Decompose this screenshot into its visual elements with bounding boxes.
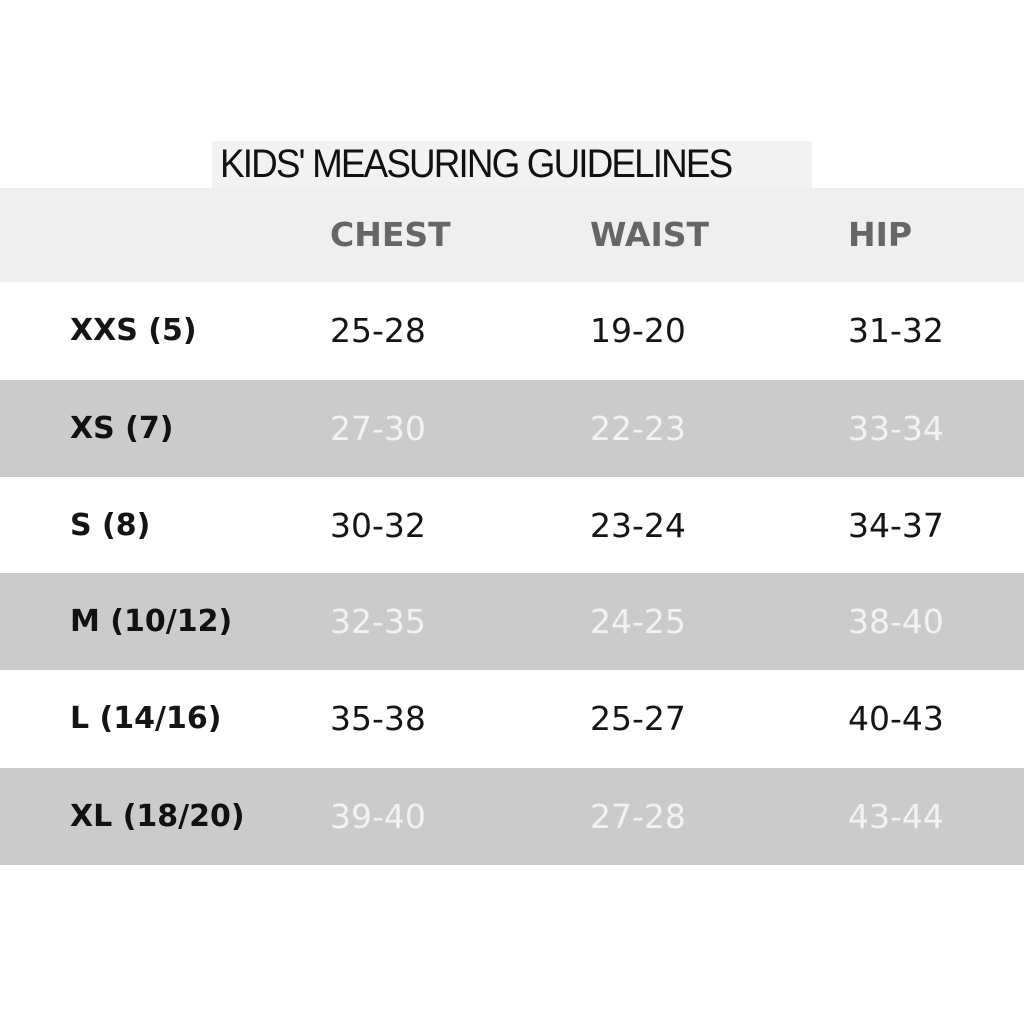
chest-value: 30-32	[330, 506, 426, 545]
hip-value: 40-43	[848, 699, 944, 738]
waist-value: 24-25	[590, 602, 686, 641]
size-label: S (8)	[70, 508, 151, 543]
table-row: M (10/12) 32-35 24-25 38-40	[0, 573, 1024, 670]
hip-value: 31-32	[848, 311, 944, 350]
waist-value: 19-20	[590, 311, 686, 350]
waist-value: 27-28	[590, 797, 686, 836]
size-label: L (14/16)	[70, 701, 222, 736]
waist-value: 25-27	[590, 699, 686, 738]
column-header-waist: WAIST	[590, 215, 710, 254]
size-label: XL (18/20)	[70, 799, 245, 834]
hip-value: 38-40	[848, 602, 944, 641]
size-label: XXS (5)	[70, 313, 197, 348]
table-header: CHEST WAIST HIP	[0, 188, 1024, 282]
hip-value: 34-37	[848, 506, 944, 545]
table-row: S (8) 30-32 23-24 34-37	[0, 477, 1024, 574]
table-row: XL (18/20) 39-40 27-28 43-44	[0, 768, 1024, 865]
hip-value: 43-44	[848, 797, 944, 836]
hip-value: 33-34	[848, 409, 944, 448]
waist-value: 23-24	[590, 506, 686, 545]
table-row: L (14/16) 35-38 25-27 40-43	[0, 670, 1024, 767]
table-row: XXS (5) 25-28 19-20 31-32	[0, 282, 1024, 379]
size-label: XS (7)	[70, 411, 174, 446]
chart-title: KIDS' MEASURING GUIDELINES	[220, 142, 733, 186]
chest-value: 32-35	[330, 602, 426, 641]
size-label: M (10/12)	[70, 604, 233, 639]
chest-value: 35-38	[330, 699, 426, 738]
column-header-chest: CHEST	[330, 215, 451, 254]
column-header-hip: HIP	[848, 215, 913, 254]
waist-value: 22-23	[590, 409, 686, 448]
chest-value: 39-40	[330, 797, 426, 836]
chest-value: 27-30	[330, 409, 426, 448]
table-row: XS (7) 27-30 22-23 33-34	[0, 380, 1024, 477]
chest-value: 25-28	[330, 311, 426, 350]
chart-title-box: KIDS' MEASURING GUIDELINES	[212, 141, 812, 188]
